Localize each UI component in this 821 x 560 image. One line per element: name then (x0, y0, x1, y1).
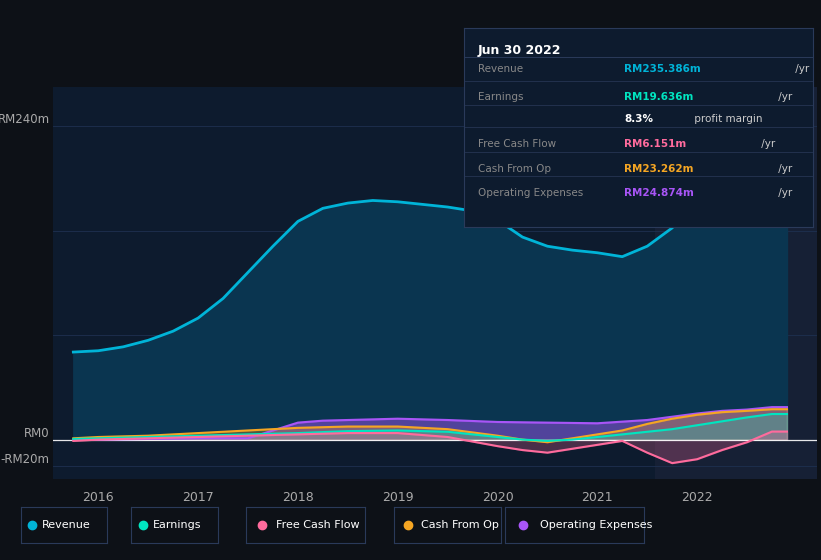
Bar (655, 87, 817, 479)
Text: Operating Expenses: Operating Expenses (478, 188, 583, 198)
Text: /yr: /yr (775, 164, 792, 174)
Text: RM235.386m: RM235.386m (624, 64, 701, 74)
Text: profit margin: profit margin (691, 114, 763, 124)
Text: Earnings: Earnings (153, 520, 201, 530)
Text: Revenue: Revenue (42, 520, 91, 530)
Text: Operating Expenses: Operating Expenses (540, 520, 652, 530)
Text: Jun 30 2022: Jun 30 2022 (478, 44, 562, 57)
Text: RM6.151m: RM6.151m (624, 139, 686, 150)
Text: /yr: /yr (791, 64, 810, 74)
Text: RM23.262m: RM23.262m (624, 164, 694, 174)
Text: Free Cash Flow: Free Cash Flow (276, 520, 360, 530)
Text: RM19.636m: RM19.636m (624, 92, 694, 101)
Text: /yr: /yr (775, 188, 792, 198)
Text: /yr: /yr (775, 92, 792, 101)
Text: 8.3%: 8.3% (624, 114, 654, 124)
Text: -RM20m: -RM20m (1, 452, 49, 466)
Text: Earnings: Earnings (478, 92, 523, 101)
Text: Cash From Op: Cash From Op (478, 164, 551, 174)
Text: Cash From Op: Cash From Op (421, 520, 498, 530)
Text: RM24.874m: RM24.874m (624, 188, 695, 198)
Text: RM240m: RM240m (0, 113, 49, 126)
Text: Revenue: Revenue (478, 64, 523, 74)
Text: /yr: /yr (759, 139, 776, 150)
Text: Free Cash Flow: Free Cash Flow (478, 139, 556, 150)
Text: RM0: RM0 (24, 427, 49, 440)
